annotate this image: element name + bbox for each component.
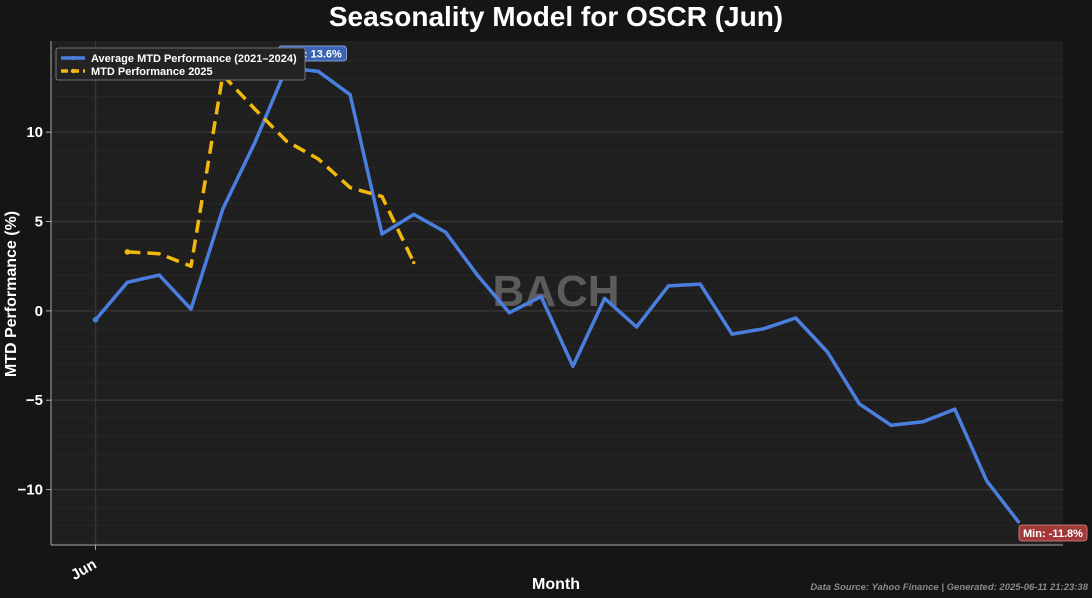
legend-marker-1 xyxy=(70,68,76,74)
series-0-point xyxy=(189,307,193,311)
series-1-point xyxy=(253,107,257,111)
series-1-point xyxy=(157,252,161,256)
series-0-point xyxy=(316,69,320,73)
series-0-point xyxy=(253,141,257,145)
series-0-point xyxy=(92,317,99,323)
series-0-point xyxy=(889,423,893,427)
y-axis-label: MTD Performance (%) xyxy=(3,211,20,377)
major-gridlines xyxy=(51,41,1063,545)
series-1-point xyxy=(124,249,131,255)
series-0-point xyxy=(571,364,575,368)
legend-box xyxy=(55,47,306,81)
series-0-point xyxy=(953,407,957,411)
footer-source: Data Source: Yahoo Finance | Generated: … xyxy=(810,582,1088,593)
series-0-point xyxy=(985,479,989,483)
series-0-point xyxy=(794,316,798,320)
series-1-point xyxy=(380,194,384,199)
series-0-point xyxy=(921,420,925,424)
series-1-point xyxy=(348,185,352,190)
series-0-point xyxy=(475,273,480,277)
series-0-point xyxy=(157,273,161,277)
series-line-0 xyxy=(93,66,1021,524)
series-0-point xyxy=(221,207,225,211)
y-axis-ticks: −10 −5 0 5 10 xyxy=(18,124,51,499)
y-tick-label: 0 xyxy=(35,303,43,320)
series-0-point xyxy=(444,230,448,234)
series-0-point xyxy=(698,282,702,286)
x-tick-label: Jun xyxy=(68,556,100,584)
y-tick-label: −5 xyxy=(26,392,43,409)
series-1-point xyxy=(189,264,193,268)
series-0-point xyxy=(125,280,129,284)
series-0-point xyxy=(507,311,511,315)
legend-marker-0 xyxy=(70,55,76,61)
series-0-point xyxy=(857,402,861,406)
x-axis-ticks: Jun xyxy=(68,545,100,584)
series-1-point xyxy=(412,261,416,265)
series-0-point xyxy=(634,325,639,329)
series-0-point xyxy=(380,232,384,236)
series-0-point xyxy=(666,284,670,288)
legend-label-1: MTD Performance 2025 xyxy=(91,66,213,78)
series-0-point xyxy=(348,93,352,97)
series-1-point xyxy=(316,157,320,161)
series-0-point xyxy=(762,327,766,331)
series-0-point xyxy=(730,332,734,336)
chart-title: Seasonality Model for OSCR (Jun) xyxy=(329,1,783,32)
x-axis-label: Month xyxy=(532,576,580,593)
min-annotation-box xyxy=(1018,524,1088,542)
y-tick-label: 10 xyxy=(26,124,43,141)
series-0-point xyxy=(539,294,543,299)
series-layer xyxy=(92,66,1021,524)
series-0-point xyxy=(603,296,607,300)
min-annotation-label: Min: -11.8% xyxy=(1023,528,1083,540)
series-0-point xyxy=(825,350,830,354)
series-line-1 xyxy=(127,73,416,268)
series-1-point xyxy=(284,139,289,143)
y-tick-label: 5 xyxy=(35,214,43,231)
series-0-point xyxy=(1016,520,1021,524)
legend-label-0: Average MTD Performance (2021–2024) xyxy=(91,53,297,65)
series-0-point xyxy=(412,212,416,216)
legend: Average MTD Performance (2021–2024)MTD P… xyxy=(55,47,306,81)
y-tick-label: −10 xyxy=(18,482,43,499)
